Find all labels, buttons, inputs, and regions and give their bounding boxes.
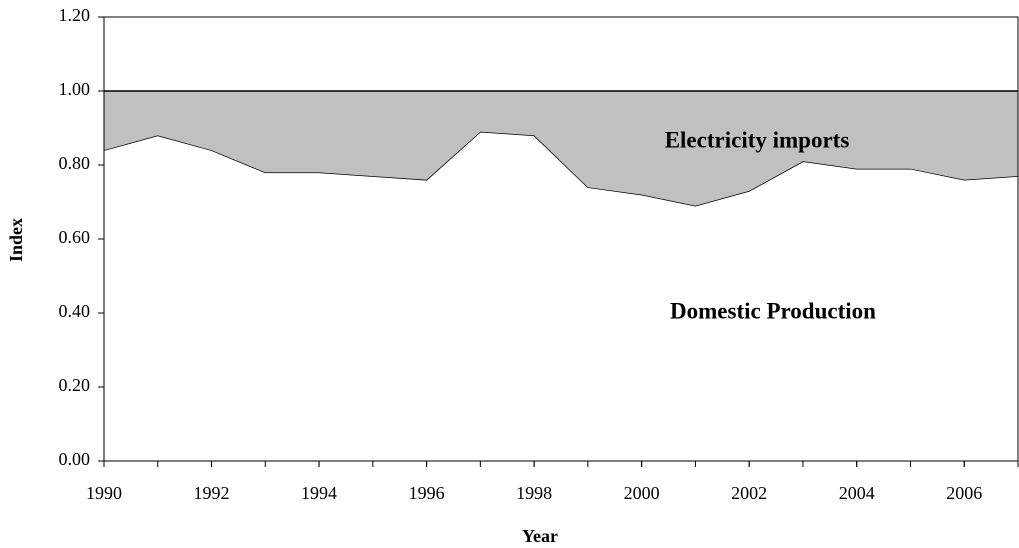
x-tick-label: 1996 bbox=[409, 483, 445, 503]
y-tick-label: 0.40 bbox=[59, 301, 91, 321]
x-tick-label: 2006 bbox=[946, 483, 982, 503]
area-label: Domestic Production bbox=[670, 298, 876, 323]
y-tick-label: 0.60 bbox=[59, 227, 91, 247]
y-tick-label: 1.20 bbox=[59, 5, 91, 25]
x-tick-label: 2004 bbox=[839, 483, 875, 503]
x-tick-label: 1990 bbox=[86, 483, 122, 503]
x-tick-label: 1992 bbox=[194, 483, 230, 503]
x-axis-label: Year bbox=[522, 526, 558, 546]
area-label: Electricity imports bbox=[665, 127, 850, 152]
area bbox=[104, 91, 1018, 206]
x-tick-label: 1994 bbox=[301, 483, 337, 503]
x-tick-label: 2000 bbox=[624, 483, 660, 503]
area bbox=[104, 131, 1018, 461]
y-tick-label: 0.00 bbox=[59, 449, 91, 469]
x-tick-label: 2002 bbox=[731, 483, 767, 503]
y-tick-label: 0.80 bbox=[59, 153, 91, 173]
x-tick-label: 1998 bbox=[516, 483, 552, 503]
y-tick-label: 0.20 bbox=[59, 375, 91, 395]
y-axis-label: Index bbox=[6, 218, 26, 262]
y-tick-label: 1.00 bbox=[59, 79, 91, 99]
